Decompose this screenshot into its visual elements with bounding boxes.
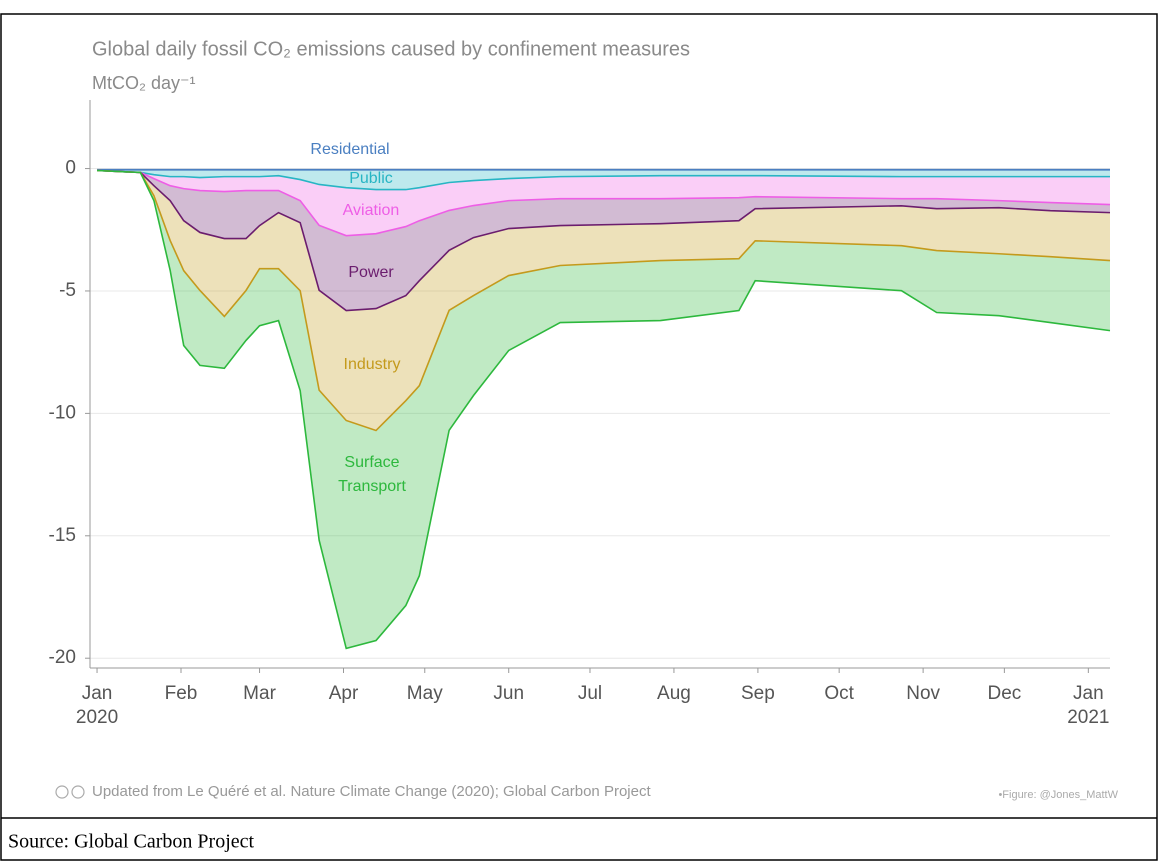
x-year-label: 2020 [76,707,118,728]
cc-icons [55,785,85,799]
series-label: Public [349,170,393,187]
x-tick-label: Aug [657,683,691,704]
boundaries [97,168,1111,650]
area-line [97,169,1111,237]
areas [97,168,1111,649]
x-tick-label: Jun [493,683,524,704]
x-tick-label: May [407,683,443,704]
series-label: Residential [310,141,390,158]
y-tick-label: -5 [59,280,76,301]
area [97,170,1111,649]
x-tick-label: Apr [329,683,359,704]
x-tick-label: Jul [578,683,602,704]
area-line [97,169,1111,650]
caption: Source: Global Carbon Project [8,831,254,853]
chart-subtitle: MtCO₂ day⁻¹ [92,73,196,93]
y-tick-label: -15 [49,525,76,546]
area-line [97,169,1110,191]
area [97,169,1111,190]
area [97,170,1111,431]
area [97,170,1111,236]
x-tick-label: Oct [824,683,854,704]
series-label: Aviation [342,202,400,219]
series-label: Industry [343,356,401,373]
area-line [97,169,1111,432]
x-tick-label: Nov [906,683,940,704]
area-line [97,169,1111,312]
chart-title: Global daily fossil CO₂ emissions caused… [92,38,690,60]
y-tick-label: -10 [49,402,76,423]
y-tick-label: 0 [65,158,76,179]
frame [0,13,1158,861]
figure-credit: •Figure: @Jones_MattW [998,789,1118,801]
x-tick-label: Mar [243,683,276,704]
x-tick-label: Jan [1073,683,1104,704]
area [97,170,1111,311]
y-tick-label: -20 [49,647,76,668]
series-label: Power [348,264,394,281]
series-label: Surface Transport [338,454,406,495]
x-tick-label: Dec [987,683,1021,704]
x-tick-label: Sep [741,683,775,704]
x-tick-label: Jan [82,683,113,704]
x-year-label: 2021 [1067,707,1109,728]
footer-note: Updated from Le Quéré et al. Nature Clim… [92,783,651,800]
x-tick-label: Feb [165,683,198,704]
